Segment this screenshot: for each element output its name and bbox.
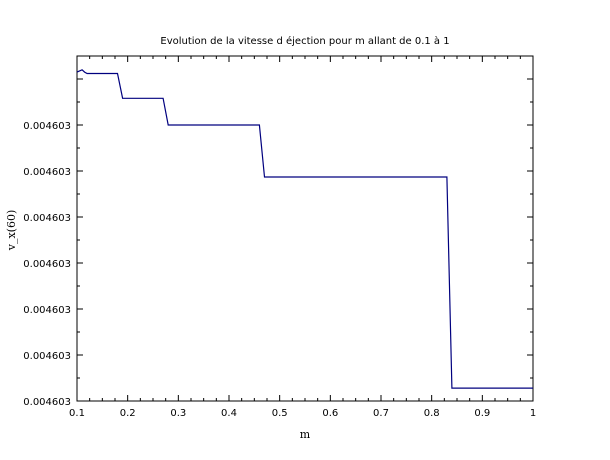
series-group [76,69,533,389]
x-axis-ticks: 0.1 0.2 0.3 0.4 0.5 0.6 0.7 0.8 0.9 1 [69,56,536,419]
x-tick-label: 0.7 [373,408,389,419]
x-tick-label: 0.3 [170,408,186,419]
y-tick-label: 0.004603 [23,259,71,270]
y-axis-ticks: 0.004603 0.004603 0.004603 0.004603 0.004603… [23,55,533,408]
series-line [76,69,533,389]
y-tick-label: 0.004603 [23,351,71,362]
y-tick-label: 0.004603 [23,213,71,224]
x-tick-label: 0.5 [272,408,288,419]
x-tick-label: 0.6 [322,408,338,419]
x-tick-label: 0.1 [69,408,85,419]
x-tick-label: 0.2 [120,408,136,419]
y-axis-label: v_x(60) [5,210,18,252]
chart-title: Evolution de la vitesse d éjection pour … [160,35,449,47]
x-tick-label: 1 [530,408,536,419]
x-tick-label: 0.8 [424,408,440,419]
y-tick-label: 0.004603 [23,305,71,316]
y-tick-label: 0.004603 [23,167,71,178]
x-tick-label: 0.9 [474,408,490,419]
y-tick-label: 0.004603 [23,397,71,408]
x-tick-label: 0.4 [221,408,237,419]
x-axis-label: m [300,428,311,441]
y-tick-label: 0.004603 [23,121,71,132]
